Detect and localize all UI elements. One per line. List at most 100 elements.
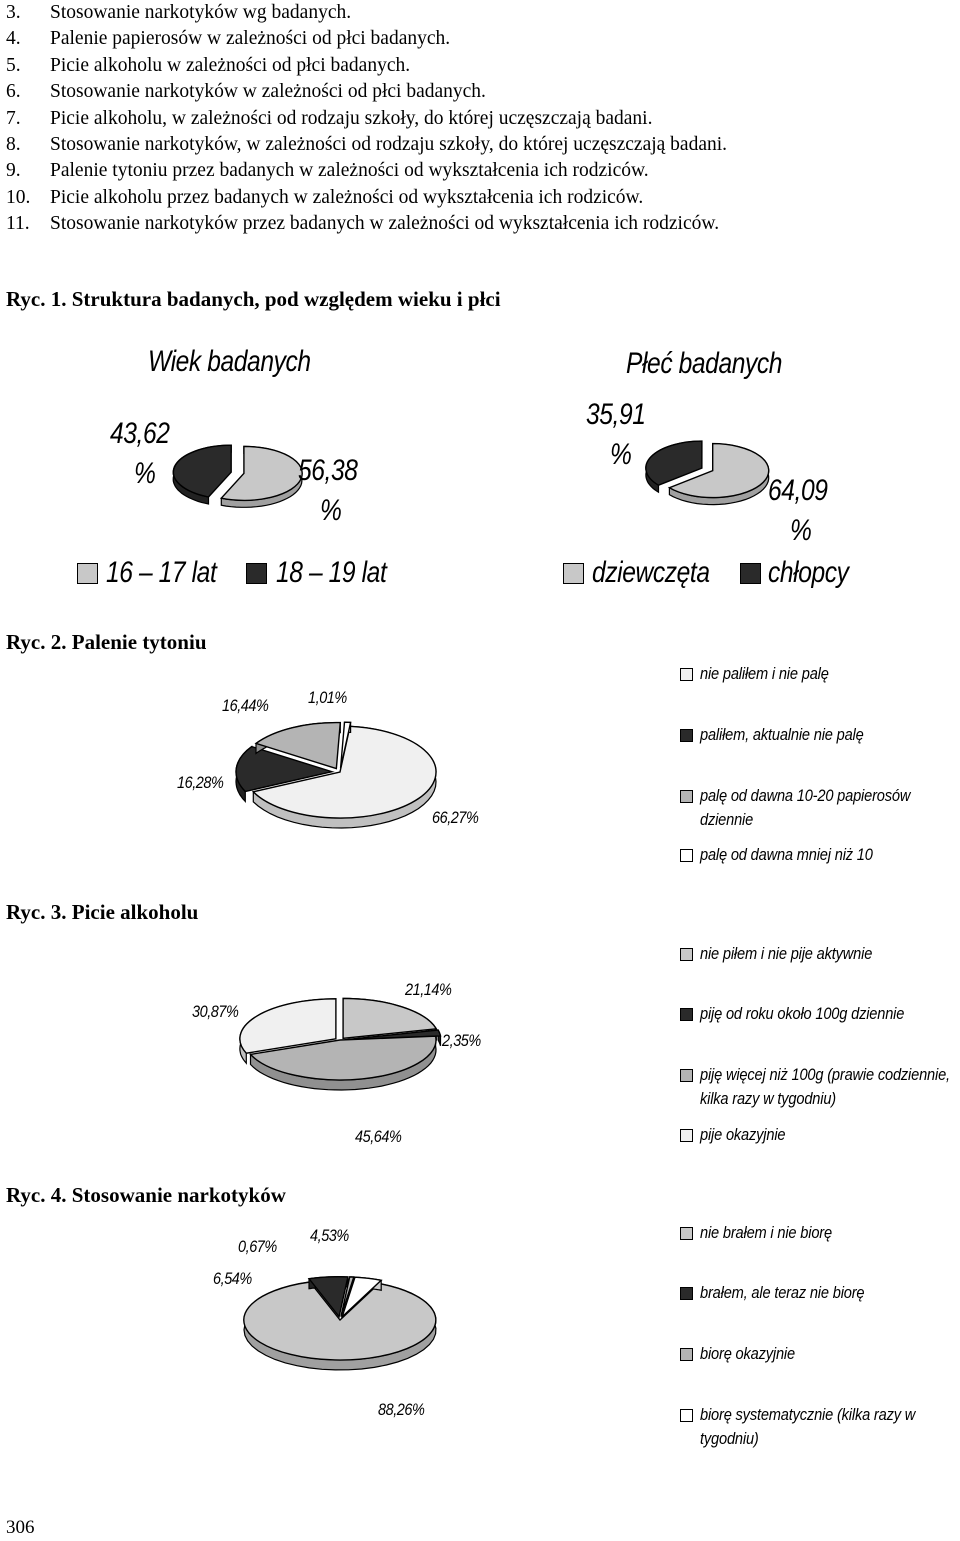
list-item-number: 10. xyxy=(6,186,31,208)
list-item: 8. Stosowanie narkotyków, w zależności od… xyxy=(6,132,727,158)
chart4-label-slice-2: 2,35% xyxy=(442,1031,481,1050)
chart3-legend-swatch-4 xyxy=(680,849,693,862)
chart5-legend-label-2: brałem, ale teraz nie biorę xyxy=(700,1283,865,1302)
chart5-legend-label-1: nie brałem i nie biorę xyxy=(700,1223,832,1242)
pie-slice xyxy=(645,440,703,494)
chart4-legend-swatch-1 xyxy=(680,948,693,961)
chart3-legend-label-4: palę od dawna mniej niż 10 xyxy=(700,845,873,864)
pie-slice xyxy=(249,1035,437,1091)
chart3-label-slice-2: 16,28% xyxy=(177,773,224,792)
list-item-number: 11. xyxy=(6,213,30,235)
chart4-legend-swatch-2 xyxy=(680,1008,693,1021)
chart3-legend-label-3: palę od dawna 10-20 papierosów dziennie xyxy=(700,786,911,829)
chart1-label-slice-2: 43,62 xyxy=(110,417,170,450)
list-item-number: 5. xyxy=(6,54,21,76)
chart4-label-slice-1: 21,14% xyxy=(405,980,452,999)
list-item-number: 6. xyxy=(6,81,21,103)
list-item: 10. Picie alkoholu przez badanych w zależ… xyxy=(6,185,727,211)
chart2-legend-swatch-2 xyxy=(740,563,761,584)
list-item-number: 7. xyxy=(6,107,21,129)
chart5-label-slice-3: 0,67% xyxy=(238,1237,277,1256)
caption-ryc4: Ryc. 4. Stosowanie narkotyków xyxy=(6,1183,286,1207)
list-item-number: 8. xyxy=(6,134,21,156)
chart1-title: Wiek badanych xyxy=(148,345,311,378)
chart1-label-slice-1: 56,38 xyxy=(298,454,358,487)
pie-slice xyxy=(340,1276,383,1320)
list-item: 5. Picie alkoholu w zależności od płci ba… xyxy=(6,53,727,79)
list-item: 11. Stosowanie narkotyków przez badanych … xyxy=(6,211,727,237)
pie-slice xyxy=(254,721,342,770)
chart3-legend-swatch-1 xyxy=(680,668,693,681)
figure-list: 3. Stosowanie narkotyków wg badanych. 4. Pa… xyxy=(6,0,727,238)
list-item-text: Stosowanie narkotyków w zależności od pł… xyxy=(50,81,486,103)
pie-slice xyxy=(339,721,352,769)
pie-slice xyxy=(307,1276,349,1319)
chart4-legend-swatch-4 xyxy=(680,1129,693,1142)
chart1-legend-label-2: 18 – 19 lat xyxy=(276,556,387,589)
chart3-legend-label-2: paliłem, aktualnie nie palę xyxy=(700,725,864,744)
chart3-label-slice-4: 1,01% xyxy=(308,688,347,707)
chart5-label-slice-2: 6,54% xyxy=(213,1269,252,1288)
chart1-label-slice-1-unit: % xyxy=(320,494,342,527)
pie-slice xyxy=(667,442,770,506)
chart2-title: Płeć badanych xyxy=(626,347,783,380)
list-item: 7. Picie alkoholu, w zależności od rodzaj… xyxy=(6,106,727,132)
chart4-legend-label-3: piję więcej niż 100g (prawie codziennie,… xyxy=(700,1065,950,1108)
chart2-legend-label-1: dziewczęta xyxy=(592,556,710,589)
pie-slice xyxy=(172,444,232,505)
caption-ryc1: Ryc. 1. Struktura badanych, pod względem… xyxy=(6,287,501,311)
chart5-label-slice-1: 88,26% xyxy=(378,1400,425,1419)
chart3-label-slice-1: 66,27% xyxy=(432,808,479,827)
chart5-legend-swatch-3 xyxy=(680,1348,693,1361)
chart1-legend-swatch-2 xyxy=(246,563,267,584)
chart2-legend-swatch-1 xyxy=(563,563,584,584)
pie-slice xyxy=(344,1029,442,1047)
list-item-text: Stosowanie narkotyków, w zależności od r… xyxy=(50,134,728,156)
caption-ryc2: Ryc. 2. Palenie tytoniu xyxy=(6,630,207,654)
chart2-label-slice-1: 64,09 xyxy=(768,474,828,507)
pie-slice xyxy=(235,745,335,804)
chart4-legend-label-4: pije okazyjnie xyxy=(700,1125,786,1144)
chart1-legend-swatch-1 xyxy=(77,563,98,584)
chart3-legend-swatch-3 xyxy=(680,790,693,803)
chart5-label-slice-4: 4,53% xyxy=(310,1226,349,1245)
chart4-legend-label-1: nie piłem i nie pije aktywnie xyxy=(700,944,873,963)
chart5-legend-swatch-2 xyxy=(680,1287,693,1300)
list-item-number: 9. xyxy=(6,160,21,182)
list-item: 6. Stosowanie narkotyków w zależności od … xyxy=(6,79,727,105)
list-item-text: Palenie papierosów w zależności od płci … xyxy=(50,28,451,50)
caption-ryc3: Ryc. 3. Picie alkoholu xyxy=(6,900,199,924)
list-item-text: Stosowanie narkotyków przez badanych w z… xyxy=(50,213,720,235)
pie-slice xyxy=(251,725,437,829)
chart5-legend-swatch-1 xyxy=(680,1227,693,1240)
list-item-text: Picie alkoholu w zależności od płci bada… xyxy=(50,54,411,76)
chart5-legend-label-3: biorę okazyjnie xyxy=(700,1344,795,1363)
list-item-text: Picie alkoholu przez badanych w zależnoś… xyxy=(50,186,644,208)
chart1-label-slice-2-unit: % xyxy=(134,457,156,490)
list-item-text: Picie alkoholu, w zależności od rodzaju … xyxy=(50,107,653,129)
chart3-label-slice-3: 16,44% xyxy=(222,696,269,715)
list-item-text: Palenie tytoniu przez badanych w zależno… xyxy=(50,160,649,182)
chart2-label-slice-1-unit: % xyxy=(790,514,812,547)
chart5-legend-label-4: biorę systematycznie (kilka razy w tygod… xyxy=(700,1405,916,1448)
chart2-label-slice-2: 35,91 xyxy=(586,398,646,431)
chart3-legend-label-1: nie paliłem i nie palę xyxy=(700,664,829,683)
pie-slice xyxy=(243,1281,437,1371)
list-item: 4. Palenie papierosów w zależności od płc… xyxy=(6,26,727,52)
list-item-text: Stosowanie narkotyków wg badanych. xyxy=(50,2,352,23)
chart3-legend-swatch-2 xyxy=(680,729,693,742)
list-item: 9. Palenie tytoniu przez badanych w zależ… xyxy=(6,158,727,184)
pie-slice xyxy=(239,998,337,1065)
chart4-label-slice-4: 30,87% xyxy=(192,1002,239,1021)
pie-slice xyxy=(219,445,303,508)
list-item-number: 4. xyxy=(6,28,21,50)
list-item-number: 3. xyxy=(6,2,21,23)
chart2-label-slice-2-unit: % xyxy=(610,438,632,471)
chart1-legend-label-1: 16 – 17 lat xyxy=(106,556,217,589)
chart4-legend-label-2: piję od roku około 100g dziennie xyxy=(700,1004,905,1023)
